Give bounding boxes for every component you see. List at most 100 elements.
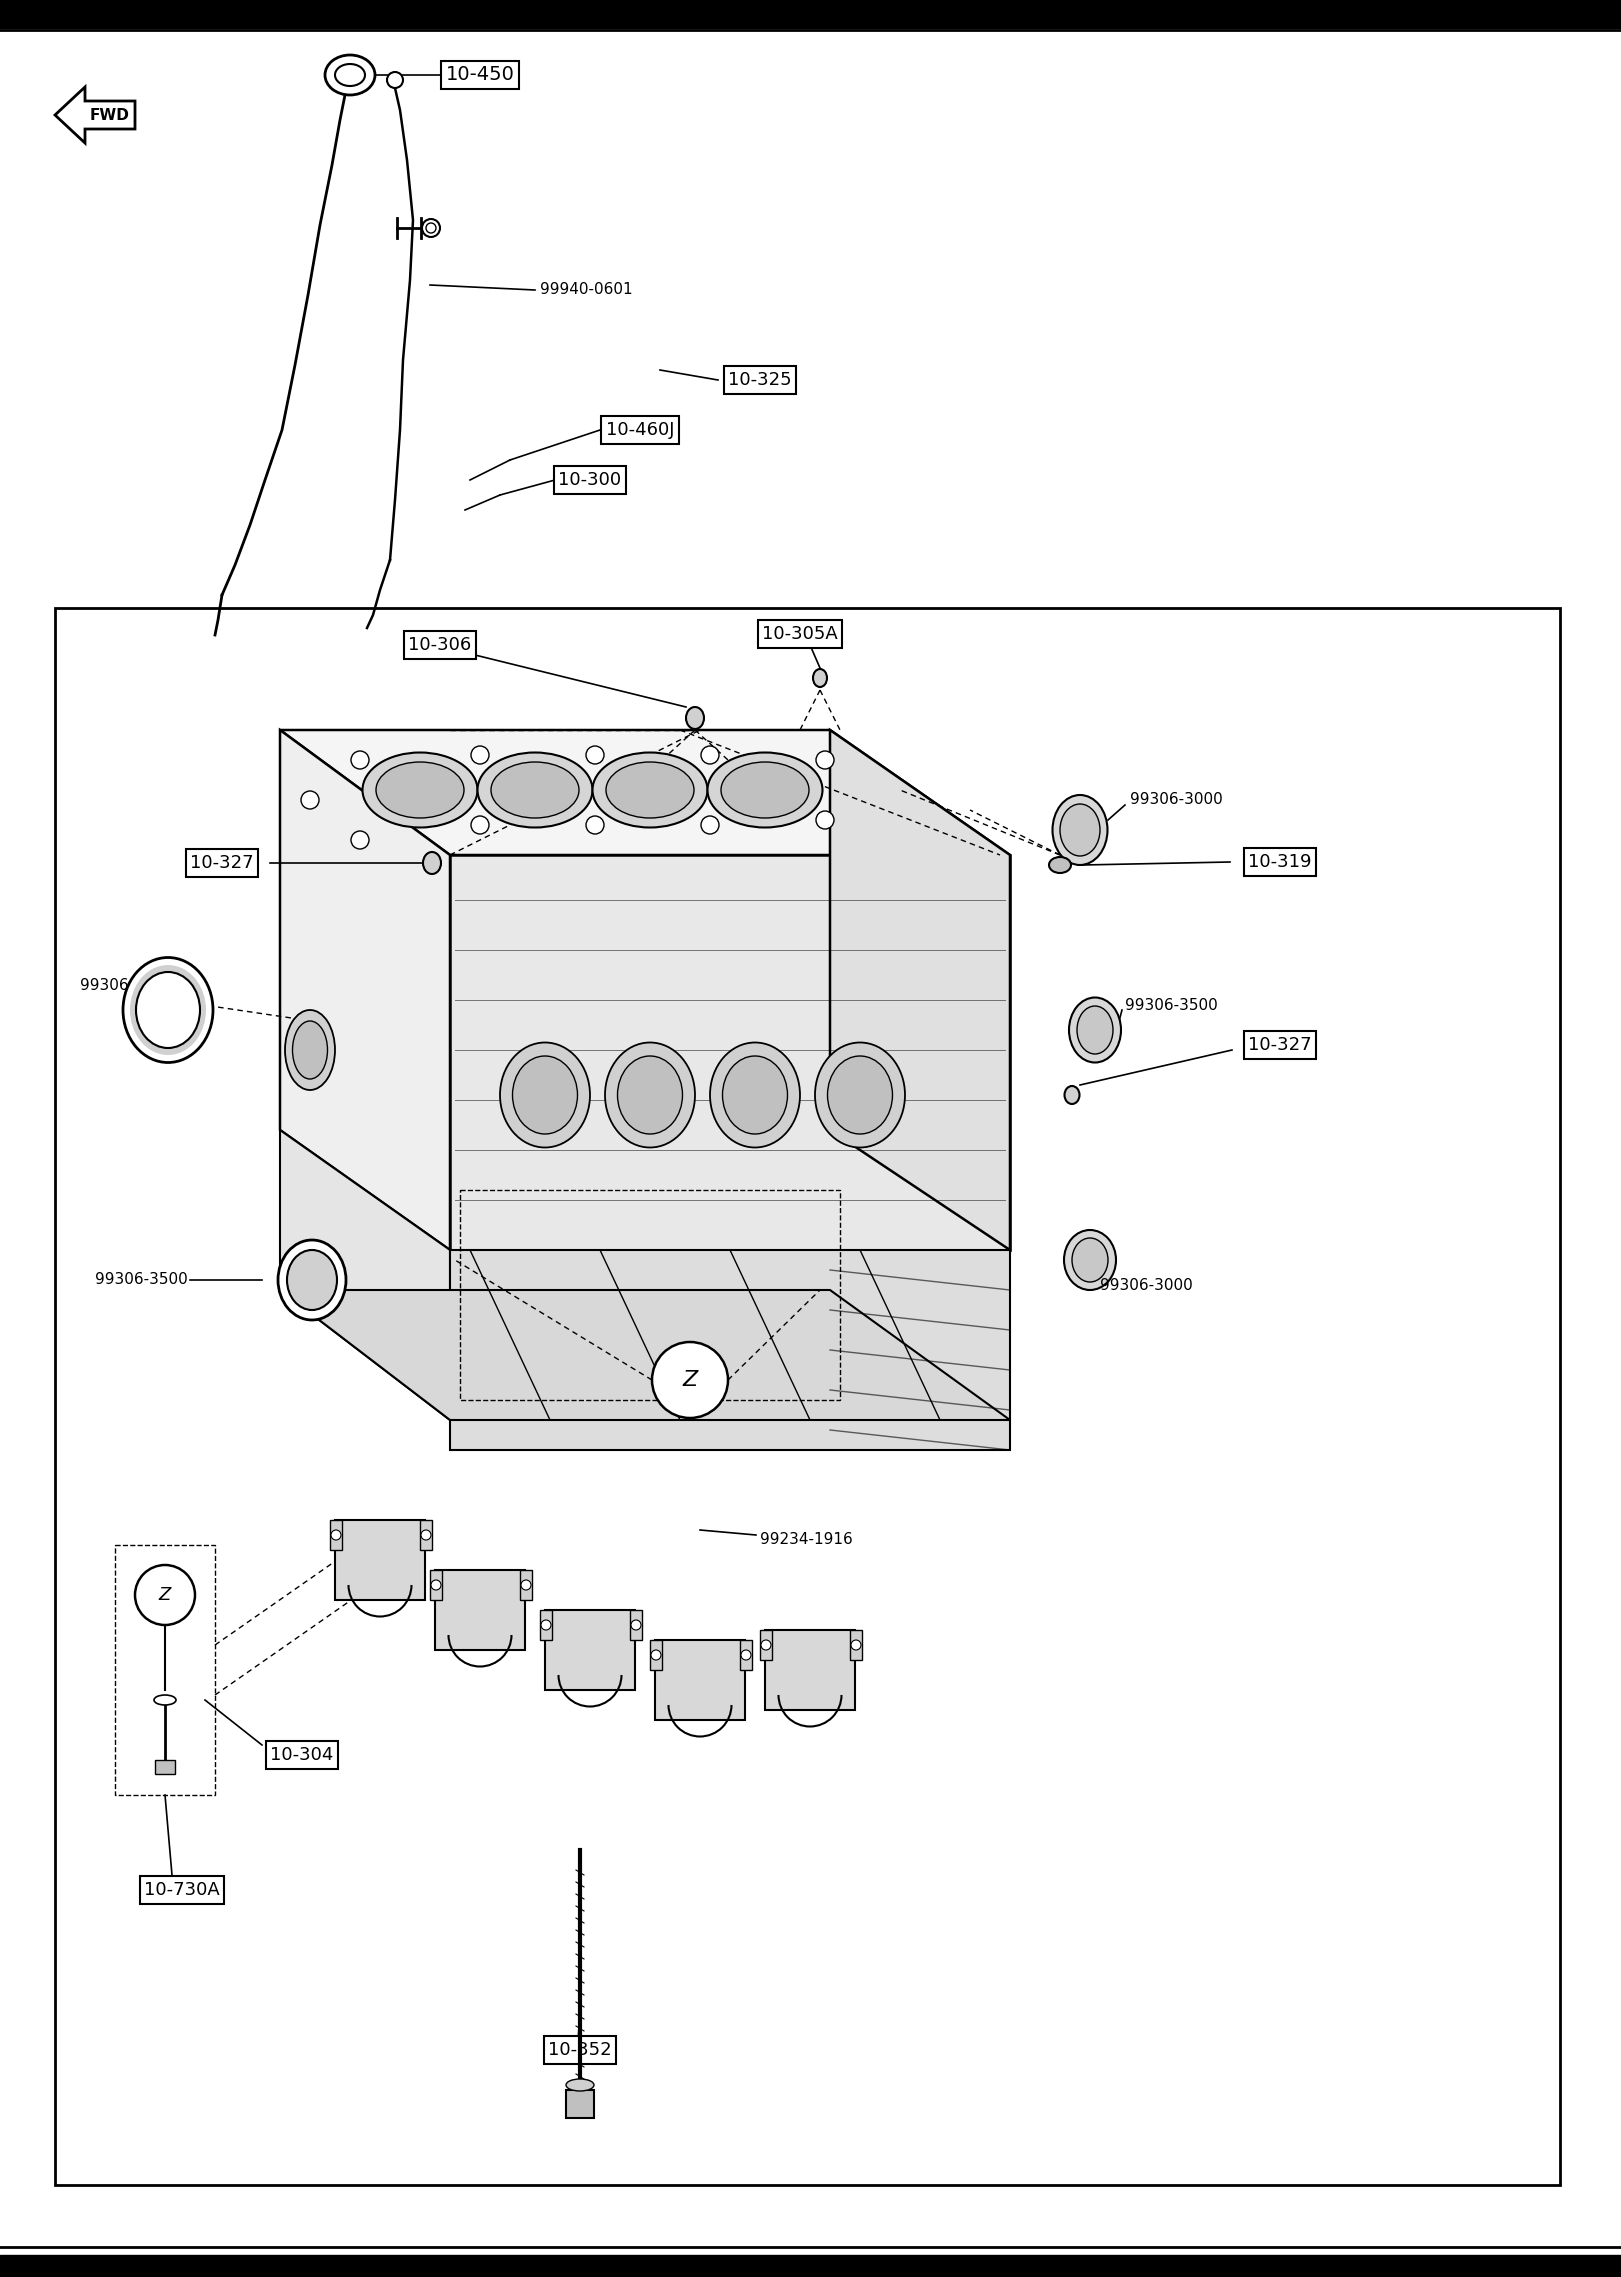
- Text: 99940-0601: 99940-0601: [540, 282, 632, 298]
- Text: 99306-3500: 99306-3500: [96, 1273, 188, 1287]
- Polygon shape: [545, 1610, 635, 1690]
- Bar: [631, 1610, 642, 1639]
- Text: 99306-3000: 99306-3000: [79, 977, 173, 993]
- Ellipse shape: [1052, 795, 1107, 865]
- Polygon shape: [336, 1521, 425, 1601]
- Polygon shape: [655, 1639, 746, 1719]
- Bar: [420, 1521, 433, 1551]
- Text: 10-327: 10-327: [1248, 1036, 1311, 1054]
- Bar: [650, 1639, 661, 1669]
- Text: 99306-3000: 99306-3000: [1101, 1277, 1193, 1293]
- Text: 10-325: 10-325: [728, 371, 791, 389]
- Bar: [156, 1760, 175, 1774]
- Text: Z: Z: [682, 1371, 697, 1389]
- Ellipse shape: [566, 2079, 593, 2090]
- Ellipse shape: [336, 64, 365, 87]
- Ellipse shape: [1049, 856, 1071, 872]
- Ellipse shape: [1065, 1086, 1080, 1104]
- Circle shape: [541, 1619, 551, 1630]
- Ellipse shape: [324, 55, 374, 96]
- Text: 10-300: 10-300: [559, 471, 621, 490]
- Bar: [115, 1546, 216, 1794]
- Circle shape: [700, 815, 720, 833]
- Ellipse shape: [285, 1011, 336, 1091]
- Circle shape: [302, 790, 319, 808]
- Circle shape: [472, 747, 490, 765]
- Ellipse shape: [707, 751, 822, 827]
- Circle shape: [387, 73, 404, 89]
- Ellipse shape: [1063, 1230, 1115, 1291]
- Ellipse shape: [287, 1250, 337, 1309]
- Text: 10-327: 10-327: [190, 854, 254, 872]
- Text: FWD: FWD: [91, 107, 130, 123]
- Ellipse shape: [605, 1043, 695, 1148]
- Ellipse shape: [136, 972, 199, 1047]
- Ellipse shape: [1060, 804, 1101, 856]
- Ellipse shape: [815, 1043, 905, 1148]
- Polygon shape: [434, 1571, 525, 1651]
- Ellipse shape: [814, 669, 827, 688]
- Circle shape: [741, 1651, 751, 1660]
- Ellipse shape: [478, 751, 593, 827]
- Ellipse shape: [710, 1043, 801, 1148]
- Ellipse shape: [827, 1057, 893, 1134]
- Ellipse shape: [593, 751, 707, 827]
- Circle shape: [815, 811, 833, 829]
- Ellipse shape: [154, 1694, 177, 1705]
- Polygon shape: [451, 854, 1010, 1250]
- Circle shape: [587, 747, 605, 765]
- Circle shape: [815, 751, 833, 770]
- Ellipse shape: [1068, 997, 1122, 1063]
- Text: 99234-1916: 99234-1916: [760, 1532, 853, 1548]
- Bar: [849, 1630, 862, 1660]
- Text: 10-460J: 10-460J: [606, 421, 674, 439]
- Ellipse shape: [606, 763, 694, 817]
- Polygon shape: [280, 731, 1010, 854]
- Bar: [430, 1571, 443, 1601]
- Circle shape: [631, 1619, 640, 1630]
- Ellipse shape: [618, 1057, 682, 1134]
- Circle shape: [652, 1341, 728, 1419]
- Ellipse shape: [423, 852, 441, 874]
- Text: 99306-3000: 99306-3000: [1130, 792, 1222, 808]
- Circle shape: [760, 1639, 772, 1651]
- Polygon shape: [566, 2090, 593, 2118]
- Circle shape: [426, 223, 436, 232]
- Circle shape: [587, 815, 605, 833]
- Ellipse shape: [512, 1057, 577, 1134]
- Circle shape: [700, 747, 720, 765]
- Polygon shape: [55, 87, 135, 143]
- Polygon shape: [280, 1291, 1010, 1421]
- Ellipse shape: [363, 751, 478, 827]
- Bar: [760, 1630, 772, 1660]
- Text: 10-305A: 10-305A: [762, 624, 838, 642]
- Circle shape: [352, 751, 370, 770]
- Text: 10-352: 10-352: [548, 2040, 611, 2058]
- Circle shape: [431, 1580, 441, 1589]
- Circle shape: [135, 1564, 195, 1626]
- Polygon shape: [830, 731, 1010, 1250]
- Bar: [540, 1610, 553, 1639]
- Text: 10-730A: 10-730A: [144, 1881, 220, 1899]
- Ellipse shape: [723, 1057, 788, 1134]
- Circle shape: [851, 1639, 861, 1651]
- Text: 10-306: 10-306: [408, 635, 472, 653]
- Ellipse shape: [491, 763, 579, 817]
- Bar: [331, 1521, 342, 1551]
- Polygon shape: [451, 1250, 1010, 1450]
- Bar: [741, 1639, 752, 1669]
- Bar: [460, 1191, 840, 1400]
- Polygon shape: [280, 1129, 451, 1421]
- Circle shape: [520, 1580, 532, 1589]
- Ellipse shape: [277, 1241, 345, 1321]
- Ellipse shape: [123, 959, 212, 1063]
- Polygon shape: [765, 1630, 854, 1710]
- Text: Z: Z: [159, 1587, 172, 1603]
- Text: 10-304: 10-304: [271, 1746, 334, 1765]
- Ellipse shape: [686, 706, 704, 729]
- Circle shape: [421, 219, 439, 237]
- Polygon shape: [280, 731, 451, 1250]
- Ellipse shape: [292, 1020, 327, 1079]
- Ellipse shape: [1071, 1239, 1109, 1282]
- Text: 99306-3500: 99306-3500: [1125, 997, 1217, 1013]
